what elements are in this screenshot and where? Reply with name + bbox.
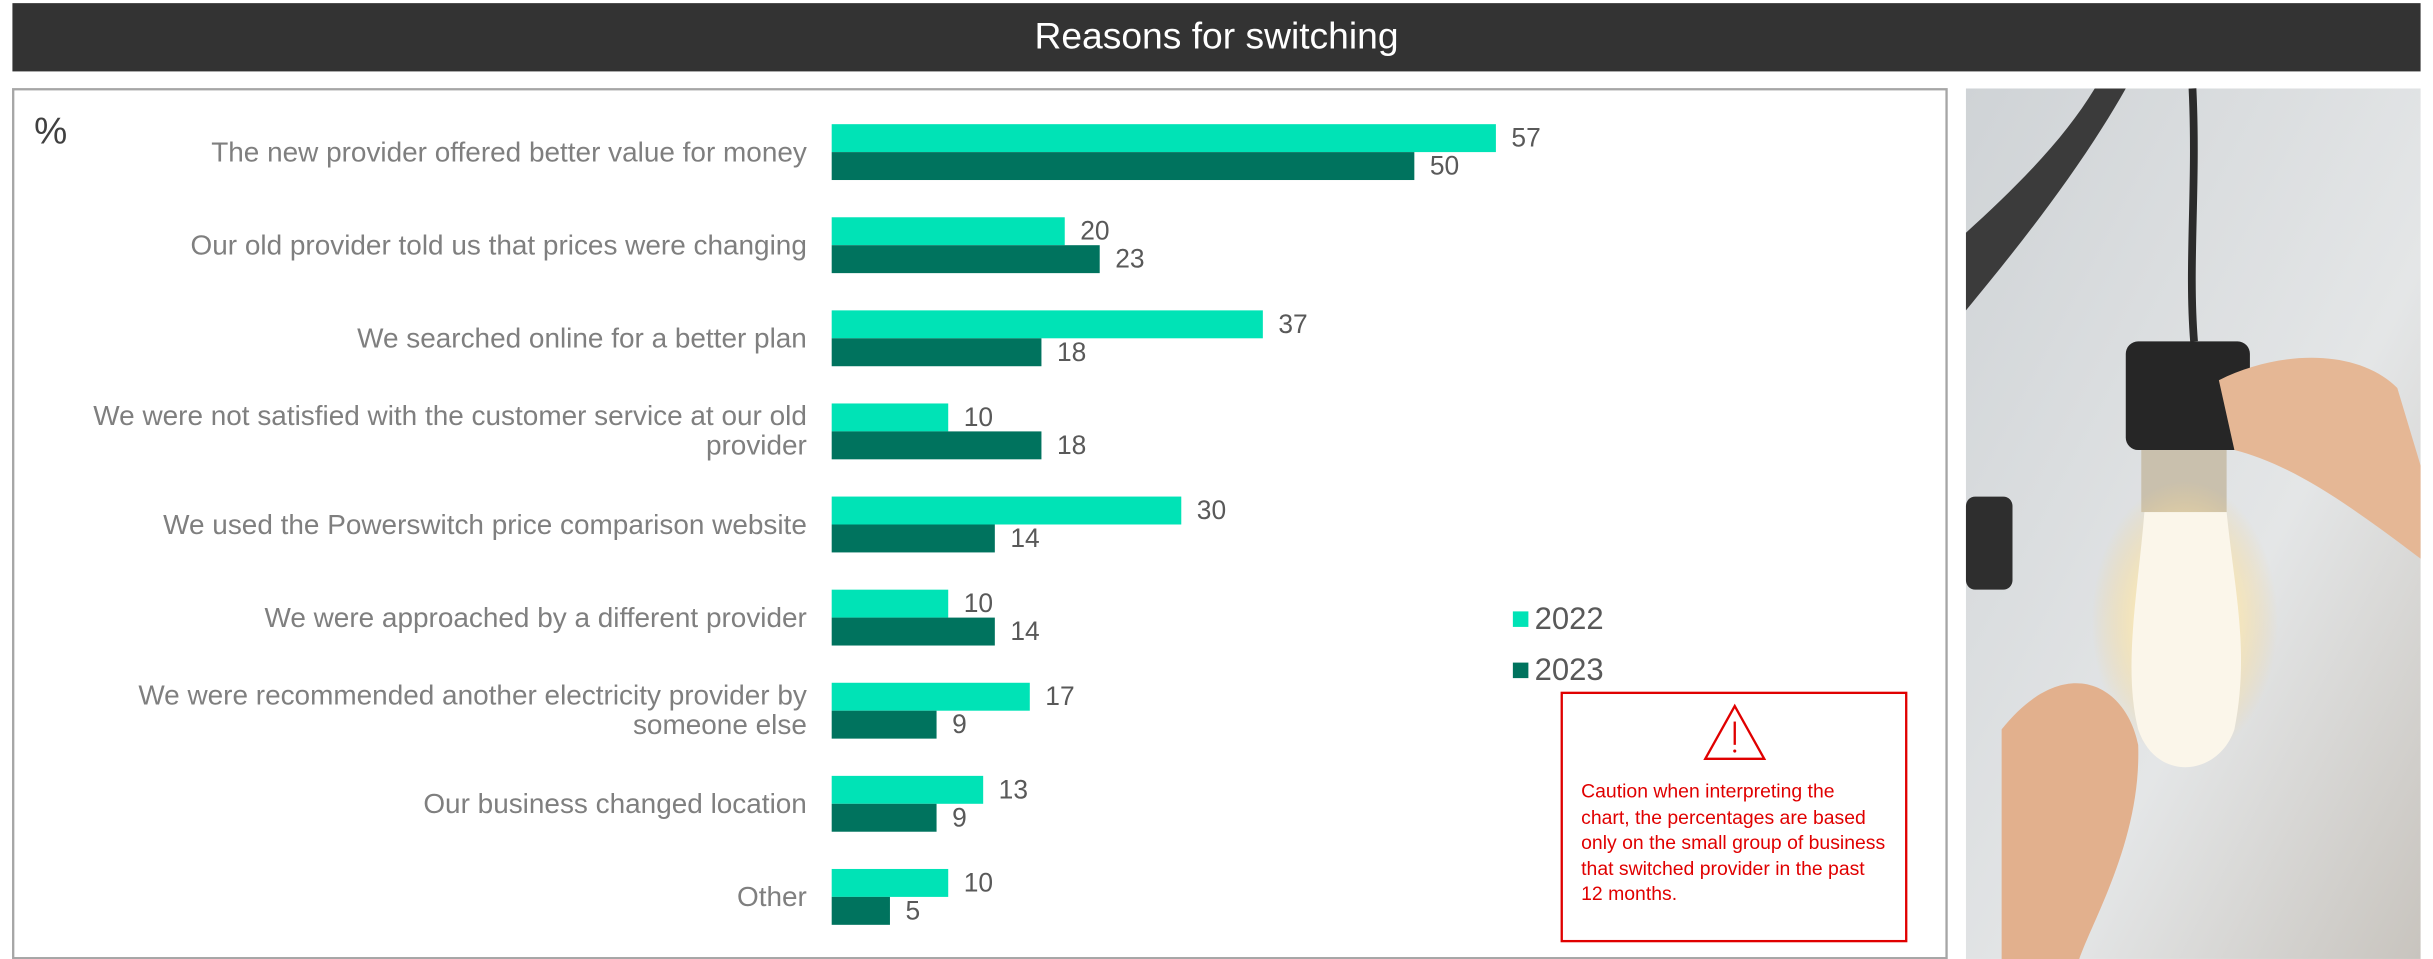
bar [831,124,1496,153]
value-label: 9 [952,709,967,739]
category-label: We used the Powerswitch price comparison… [163,508,807,540]
value-label: 10 [964,867,993,897]
photo-hand [2218,357,2421,559]
value-label: 50 [1430,151,1459,181]
value-label: 57 [1511,123,1540,153]
category-label-box: Our old provider told us that prices wer… [190,228,807,260]
legend-swatch [1512,611,1529,627]
category-label-box: We were recommended another electricity … [138,679,807,741]
bar [831,310,1263,339]
category-label-box: Other [736,880,807,912]
bar [831,245,1100,274]
legend-label: 2022 [1535,601,1604,636]
photo-hand [2001,683,2139,959]
photo-cable [2187,88,2198,342]
legend-label: 2023 [1535,652,1604,687]
value-label: 10 [964,402,993,432]
value-label: 10 [964,588,993,618]
value-label: 20 [1080,216,1109,246]
value-label: 37 [1278,309,1307,339]
bar [831,496,1182,525]
bar [831,896,890,925]
bar [831,217,1065,246]
category-label-box: Our business changed location [423,787,807,819]
bar [831,589,949,618]
value-label: 14 [1010,616,1039,646]
bar [831,431,1042,460]
category-label: We were not satisfied with the customer … [93,400,807,461]
bar [831,524,995,553]
photo-socket [1965,496,2013,590]
category-label: Our old provider told us that prices wer… [190,228,807,260]
photo-socket [2125,341,2250,451]
bar [831,338,1042,367]
value-label: 23 [1115,244,1144,274]
category-label-box: We were not satisfied with the customer … [93,400,807,461]
title: Reasons for switching [1034,15,1398,57]
category-label-box: We were approached by a different provid… [264,601,807,633]
caution-box: Caution when interpreting the chart, the… [1560,691,1908,943]
title-bar [12,3,2421,72]
value-label: 5 [905,895,920,925]
value-label: 9 [952,802,967,832]
legend-swatch [1512,662,1529,679]
warning-icon [1733,749,1737,753]
value-label: 17 [1045,681,1074,711]
bar [831,682,1030,711]
category-label: Our business changed location [423,787,807,819]
photo-cable [1965,88,2126,311]
value-label: 18 [1057,430,1086,460]
category-label: We searched online for a better plan [357,322,807,354]
category-label-box: We used the Powerswitch price comparison… [163,508,807,540]
value-label: 18 [1057,337,1086,367]
category-label-box: We searched online for a better plan [357,322,807,354]
value-label: 13 [999,774,1028,804]
unit-label: % [34,109,67,151]
category-label: The new provider offered better value fo… [211,135,807,167]
bar [831,403,949,432]
bar [831,775,984,804]
bar [831,617,995,646]
bar [831,803,937,832]
photo [1965,88,2421,959]
category-label-box: The new provider offered better value fo… [211,135,807,167]
warning-icon [1703,703,1767,760]
photo-bulb [2131,512,2242,768]
category-label: We were approached by a different provid… [264,601,807,633]
value-label: 30 [1197,495,1226,525]
bar [831,710,937,739]
value-label: 14 [1010,523,1039,553]
bar [831,868,949,897]
category-label: We were recommended another electricity … [138,679,807,741]
caution-text: Caution when interpreting the chart, the… [1581,780,1886,905]
chart-frame [12,88,1948,959]
bar [831,152,1415,181]
caution-text-box: Caution when interpreting the chart, the… [1581,780,1886,905]
category-label: Other [736,880,807,912]
